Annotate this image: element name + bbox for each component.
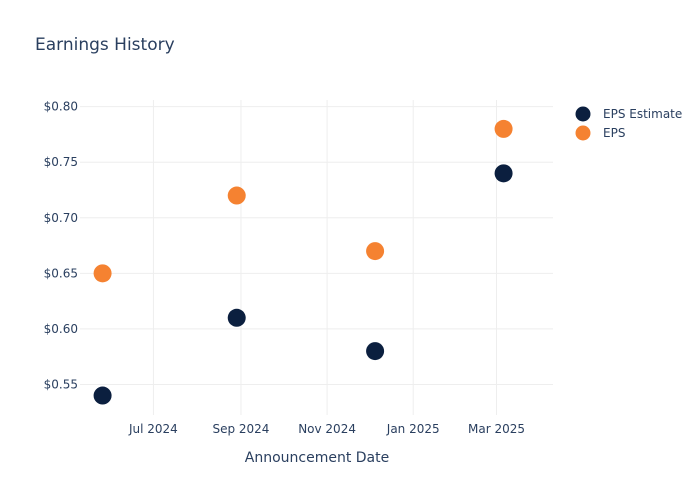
legend-label: EPS bbox=[603, 126, 625, 140]
legend-label: EPS Estimate bbox=[603, 107, 682, 121]
y-tick-label: $0.55 bbox=[44, 377, 78, 391]
y-tick-label: $0.80 bbox=[44, 100, 78, 114]
x-axis-label: Announcement Date bbox=[245, 450, 389, 466]
x-axis-ticks: Jul 2024 Sep 2024 Nov 2024 Jan 2025 Mar 2025 bbox=[128, 422, 525, 436]
legend[interactable]: EPS Estimate EPS bbox=[575, 106, 683, 141]
legend-item[interactable]: EPS bbox=[575, 125, 626, 141]
chart-title: Earnings History bbox=[35, 35, 175, 55]
legend-marker bbox=[575, 106, 591, 122]
x-tick-label: Mar 2025 bbox=[468, 422, 525, 436]
data-points bbox=[93, 119, 513, 405]
legend-marker bbox=[575, 125, 591, 141]
data-point-eps[interactable] bbox=[494, 119, 513, 138]
x-tick-label: Nov 2024 bbox=[298, 422, 356, 436]
y-axis-ticks: $0.55 $0.60 $0.65 $0.70 $0.75 $0.80 bbox=[44, 100, 78, 392]
data-point-eps-estimate[interactable] bbox=[227, 308, 246, 327]
data-point-eps[interactable] bbox=[366, 242, 385, 261]
y-tick-label: $0.75 bbox=[44, 155, 78, 169]
data-point-eps-estimate[interactable] bbox=[93, 386, 112, 405]
data-point-eps-estimate[interactable] bbox=[494, 164, 513, 183]
data-point-eps-estimate[interactable] bbox=[366, 342, 385, 361]
grid-lines bbox=[80, 100, 553, 415]
x-tick-label: Sep 2024 bbox=[212, 422, 269, 436]
y-tick-label: $0.70 bbox=[44, 211, 78, 225]
y-tick-label: $0.60 bbox=[44, 322, 78, 336]
x-tick-label: Jan 2025 bbox=[386, 422, 440, 436]
x-tick-label: Jul 2024 bbox=[128, 422, 178, 436]
data-point-eps[interactable] bbox=[93, 264, 112, 283]
legend-item[interactable]: EPS Estimate bbox=[575, 106, 683, 122]
y-tick-label: $0.65 bbox=[44, 266, 78, 280]
data-point-eps[interactable] bbox=[227, 186, 246, 205]
